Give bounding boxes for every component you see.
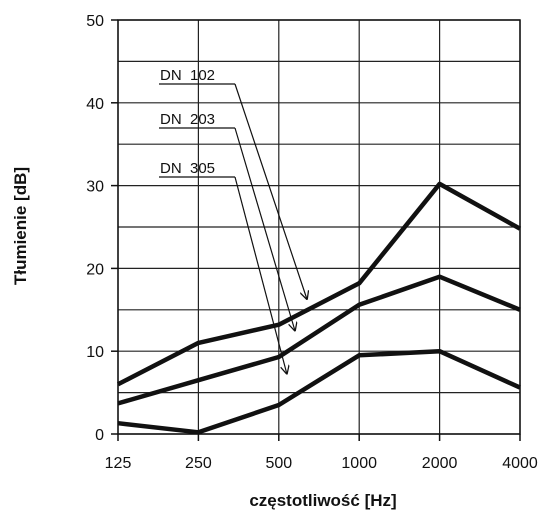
series-line-2 — [117, 274, 521, 406]
legend-label-3: DN 305 — [160, 160, 215, 177]
legend-arrow-3 — [234, 176, 287, 374]
legend-label-2: DN 203 — [160, 111, 215, 128]
series-lines — [116, 181, 522, 435]
x-tick-labels: 125 250 500 1000 2000 4000 — [105, 434, 538, 472]
y-tick-label-50: 50 — [86, 13, 104, 30]
y-tick-label-0: 0 — [95, 427, 104, 444]
legend-label-1: DN 102 — [160, 67, 215, 84]
y-tick-label-30: 30 — [86, 179, 104, 196]
legend-arrow-2 — [234, 127, 295, 331]
series-line-1 — [116, 181, 522, 387]
x-tick-label-2000: 2000 — [422, 455, 458, 472]
x-tick-label-4000: 4000 — [502, 455, 538, 472]
x-axis-label: częstotliwość [Hz] — [249, 491, 396, 510]
y-tick-label-10: 10 — [86, 344, 104, 361]
x-tick-label-125: 125 — [105, 455, 132, 472]
y-tick-label-20: 20 — [86, 261, 104, 278]
y-axis-label: Tłumienie [dB] — [11, 167, 30, 285]
legend-annotations: DN 102 DN 203 DN 305 — [159, 67, 307, 374]
x-tick-label-1000: 1000 — [341, 455, 377, 472]
series-line-3 — [117, 348, 521, 435]
x-tick-label-250: 250 — [185, 455, 212, 472]
y-tick-label-40: 40 — [86, 96, 104, 113]
x-tick-label-500: 500 — [265, 455, 292, 472]
y-tick-labels: 0 10 20 30 40 50 — [86, 13, 118, 444]
legend-arrow-1 — [234, 83, 307, 299]
